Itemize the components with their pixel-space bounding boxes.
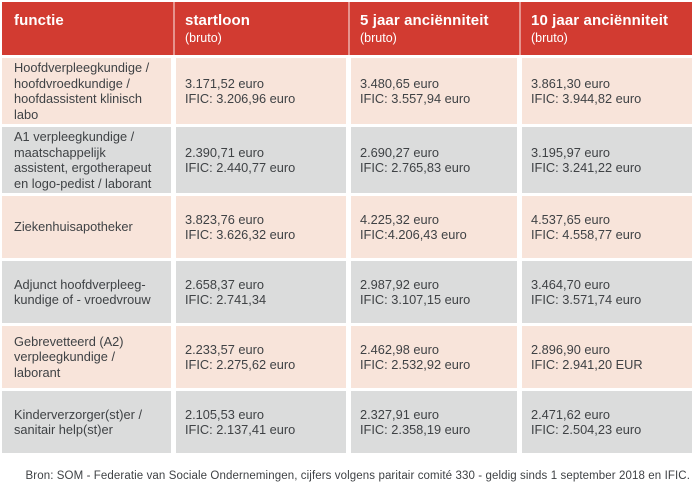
column-header-label: 10 jaar anciënniteit xyxy=(531,12,669,29)
column-header-sub: (bruto) xyxy=(185,31,222,45)
functie-cell: Hoofdverpleegkundige / hoofdvroedkundige… xyxy=(2,58,171,124)
startloon-cell: 2.233,57 euro IFIC: 2.275,62 euro xyxy=(176,326,346,388)
salary-base: 2.390,71 euro xyxy=(185,144,264,160)
column-header-5jaar: 5 jaar anciënniteit (bruto) xyxy=(347,2,517,55)
table-body: Hoofdverpleegkundige / hoofdvroedkundige… xyxy=(2,58,692,453)
column-header-sub: (bruto) xyxy=(531,31,568,45)
salary-base: 2.233,57 euro xyxy=(185,341,264,357)
functie-cell: Gebrevetteerd (A2) verpleegkundige / lab… xyxy=(2,326,171,388)
salary-base: 2.987,92 euro xyxy=(360,276,439,292)
startloon-cell: 3.823,76 euro IFIC: 3.626,32 euro xyxy=(176,196,346,258)
anciennniteit-5-cell: 2.690,27 euro IFIC: 2.765,83 euro xyxy=(351,127,517,193)
salary-base: 2.896,90 euro xyxy=(531,341,610,357)
functie-cell: Kinderverzorger(st)er / sanitair help(st… xyxy=(2,391,171,453)
salary-base: 3.464,70 euro xyxy=(531,276,610,292)
salary-ific: IFIC: 2.440,77 euro xyxy=(185,160,296,175)
anciennniteit-5-cell: 4.225,32 euro IFIC:4.206,43 euro xyxy=(351,196,517,258)
column-header-10jaar: 10 jaar anciënniteit (bruto) xyxy=(518,2,692,55)
column-header-label: functie xyxy=(14,12,64,29)
salary-base: 3.823,76 euro xyxy=(185,211,264,227)
salary-base: 3.195,97 euro xyxy=(531,144,610,160)
salary-ific: IFIC: 4.558,77 euro xyxy=(531,227,642,242)
salary-ific: IFIC: 2.741,34 xyxy=(185,292,267,307)
salary-base: 2.105,53 euro xyxy=(185,406,264,422)
startloon-cell: 3.171,52 euro IFIC: 3.206,96 euro xyxy=(176,58,346,124)
source-note: Bron: SOM - Federatie van Sociale Ondern… xyxy=(25,470,690,482)
salary-ific: IFIC: 2.532,92 euro xyxy=(360,357,471,372)
salary-ific: IFIC: 2.275,62 euro xyxy=(185,357,296,372)
salary-ific: IFIC: 2.358,19 euro xyxy=(360,422,471,437)
salary-ific: IFIC: 3.206,96 euro xyxy=(185,91,296,106)
salary-ific: IFIC: 2.765,83 euro xyxy=(360,160,471,175)
startloon-cell: 2.390,71 euro IFIC: 2.440,77 euro xyxy=(176,127,346,193)
anciennniteit-10-cell: 2.471,62 euro IFIC: 2.504,23 euro xyxy=(522,391,692,453)
anciennniteit-5-cell: 3.480,65 euro IFIC: 3.557,94 euro xyxy=(351,58,517,124)
anciennniteit-5-cell: 2.327,91 euro IFIC: 2.358,19 euro xyxy=(351,391,517,453)
table-header-row: functie startloon (bruto) 5 jaar anciënn… xyxy=(2,2,692,55)
anciennniteit-10-cell: 3.464,70 euro IFIC: 3.571,74 euro xyxy=(522,261,692,323)
column-header-label: startloon xyxy=(185,12,251,29)
salary-base: 2.471,62 euro xyxy=(531,406,610,422)
table-row: Gebrevetteerd (A2) verpleegkundige / lab… xyxy=(2,326,692,388)
salary-ific: IFIC: 2.941,20 EUR xyxy=(531,357,643,372)
table-row: A1 verpleegkundige / maatschappelijk ass… xyxy=(2,127,692,193)
salary-base: 4.225,32 euro xyxy=(360,211,439,227)
salary-ific: IFIC: 3.571,74 euro xyxy=(531,292,642,307)
functie-cell: Ziekenhuisapotheker xyxy=(2,196,171,258)
salary-ific: IFIC: 3.557,94 euro xyxy=(360,91,471,106)
functie-cell: A1 verpleegkundige / maatschappelijk ass… xyxy=(2,127,171,193)
salary-base: 3.861,30 euro xyxy=(531,75,610,91)
salary-ific: IFIC: 3.241,22 euro xyxy=(531,160,642,175)
salary-base: 2.658,37 euro xyxy=(185,276,264,292)
salary-ific: IFIC: 2.137,41 euro xyxy=(185,422,296,437)
anciennniteit-10-cell: 3.861,30 euro IFIC: 3.944,82 euro xyxy=(522,58,692,124)
column-header-startloon: startloon (bruto) xyxy=(172,2,346,55)
salary-base: 2.327,91 euro xyxy=(360,406,439,422)
salary-ific: IFIC: 3.944,82 euro xyxy=(531,91,642,106)
salary-base: 3.480,65 euro xyxy=(360,75,439,91)
anciennniteit-10-cell: 3.195,97 euro IFIC: 3.241,22 euro xyxy=(522,127,692,193)
salary-base: 2.690,27 euro xyxy=(360,144,439,160)
salary-ific: IFIC: 3.107,15 euro xyxy=(360,292,471,307)
column-header-functie: functie xyxy=(2,2,171,55)
salary-ific: IFIC: 2.504,23 euro xyxy=(531,422,642,437)
salary-ific: IFIC:4.206,43 euro xyxy=(360,227,467,242)
anciennniteit-5-cell: 2.987,92 euro IFIC: 3.107,15 euro xyxy=(351,261,517,323)
salary-base: 3.171,52 euro xyxy=(185,75,264,91)
anciennniteit-5-cell: 2.462,98 euro IFIC: 2.532,92 euro xyxy=(351,326,517,388)
column-header-sub: (bruto) xyxy=(360,31,397,45)
salary-base: 4.537,65 euro xyxy=(531,211,610,227)
anciennniteit-10-cell: 4.537,65 euro IFIC: 4.558,77 euro xyxy=(522,196,692,258)
salary-ific: IFIC: 3.626,32 euro xyxy=(185,227,296,242)
table-row: Ziekenhuisapotheker 3.823,76 euro IFIC: … xyxy=(2,196,692,258)
functie-cell: Adjunct hoofdverpleeg-kundige of - vroed… xyxy=(2,261,171,323)
table-row: Hoofdverpleegkundige / hoofdvroedkundige… xyxy=(2,58,692,124)
salary-base: 2.462,98 euro xyxy=(360,341,439,357)
table-row: Adjunct hoofdverpleeg-kundige of - vroed… xyxy=(2,261,692,323)
column-header-label: 5 jaar anciënniteit xyxy=(360,12,489,29)
table-row: Kinderverzorger(st)er / sanitair help(st… xyxy=(2,391,692,453)
startloon-cell: 2.105,53 euro IFIC: 2.137,41 euro xyxy=(176,391,346,453)
anciennniteit-10-cell: 2.896,90 euro IFIC: 2.941,20 EUR xyxy=(522,326,692,388)
startloon-cell: 2.658,37 euro IFIC: 2.741,34 xyxy=(176,261,346,323)
